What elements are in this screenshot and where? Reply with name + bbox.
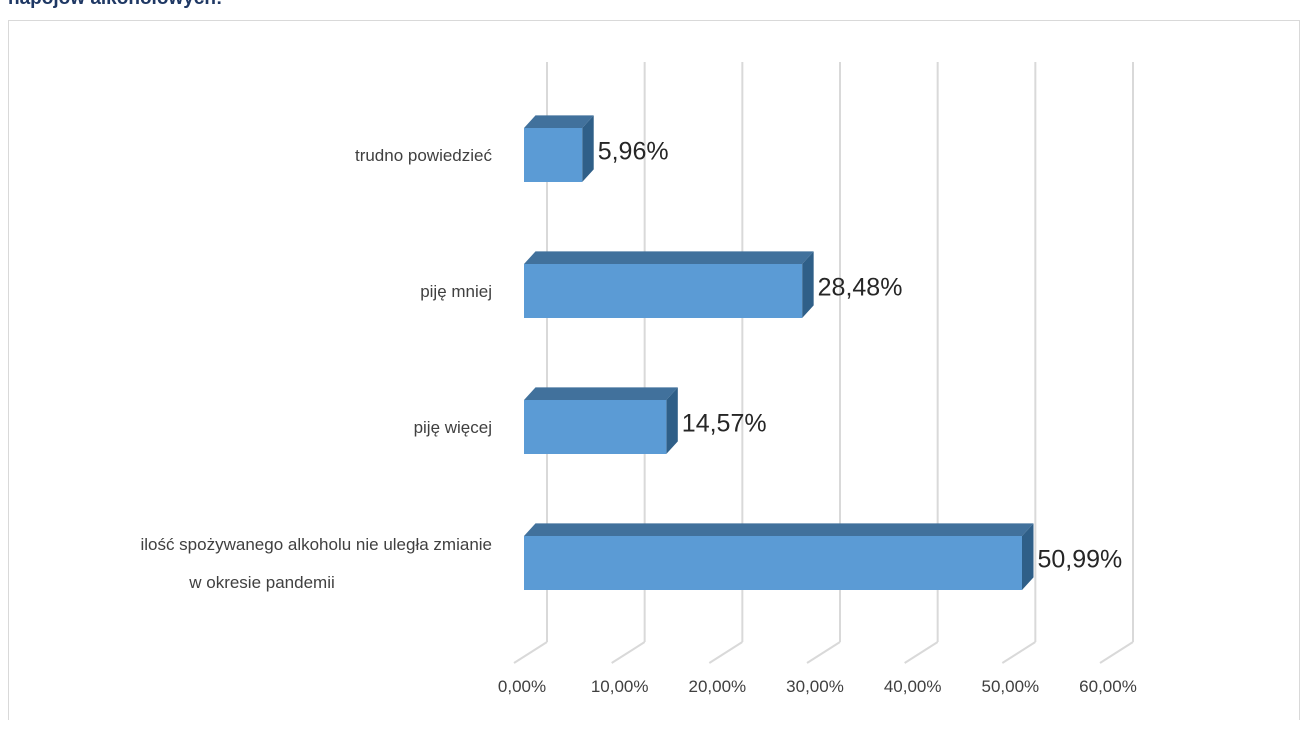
category-label-3-0: trudno powiedzieć bbox=[355, 146, 493, 165]
x-tick-label-4: 40,00% bbox=[884, 677, 942, 696]
data-label-3: 5,96% bbox=[598, 138, 669, 166]
bar-3 bbox=[524, 115, 594, 182]
x-tick-label-6: 60,00% bbox=[1079, 677, 1137, 696]
bar-1 bbox=[524, 387, 678, 454]
category-label-0-0: ilość spożywanego alkoholu nie uległa zm… bbox=[140, 535, 492, 554]
data-label-1: 14,57% bbox=[682, 410, 767, 438]
category-label-1-0: piję więcej bbox=[414, 418, 492, 437]
x-tick-label-5: 50,00% bbox=[981, 677, 1039, 696]
gridline-floor-2 bbox=[708, 641, 743, 664]
bar-side-2 bbox=[802, 251, 814, 318]
bar-0 bbox=[524, 523, 1034, 590]
bar-top-1 bbox=[524, 387, 678, 400]
data-label-2: 28,48% bbox=[818, 274, 903, 302]
bar-top-3 bbox=[524, 115, 594, 128]
category-label-2-0: piję mniej bbox=[420, 282, 492, 301]
chart-frame bbox=[8, 20, 1300, 720]
x-tick-label-1: 10,00% bbox=[591, 677, 649, 696]
bar-front-2 bbox=[524, 264, 803, 318]
bar-front-3 bbox=[524, 128, 583, 182]
bar-front-1 bbox=[524, 400, 667, 454]
x-tick-label-3: 30,00% bbox=[786, 677, 844, 696]
page-title: napojów alkoholowych: bbox=[8, 0, 222, 10]
data-label-0: 50,99% bbox=[1038, 546, 1123, 574]
bar-top-0 bbox=[524, 523, 1034, 536]
gridline-floor-1 bbox=[611, 641, 646, 664]
x-tick-label-0: 0,00% bbox=[498, 677, 546, 696]
gridline-floor-3 bbox=[806, 641, 841, 664]
gridline-floor-5 bbox=[1001, 641, 1036, 664]
bar-side-1 bbox=[666, 387, 678, 454]
gridline-floor-0 bbox=[513, 641, 548, 664]
bar-top-2 bbox=[524, 251, 814, 264]
gridline-floor-6 bbox=[1099, 641, 1134, 664]
x-tick-label-2: 20,00% bbox=[688, 677, 746, 696]
bar-2 bbox=[524, 251, 814, 318]
gridline-floor-4 bbox=[904, 641, 939, 664]
category-label-0-1: w okresie pandemii bbox=[188, 573, 335, 592]
bar-side-3 bbox=[582, 115, 594, 182]
bar-side-0 bbox=[1022, 523, 1034, 590]
bar-front-0 bbox=[524, 536, 1023, 590]
